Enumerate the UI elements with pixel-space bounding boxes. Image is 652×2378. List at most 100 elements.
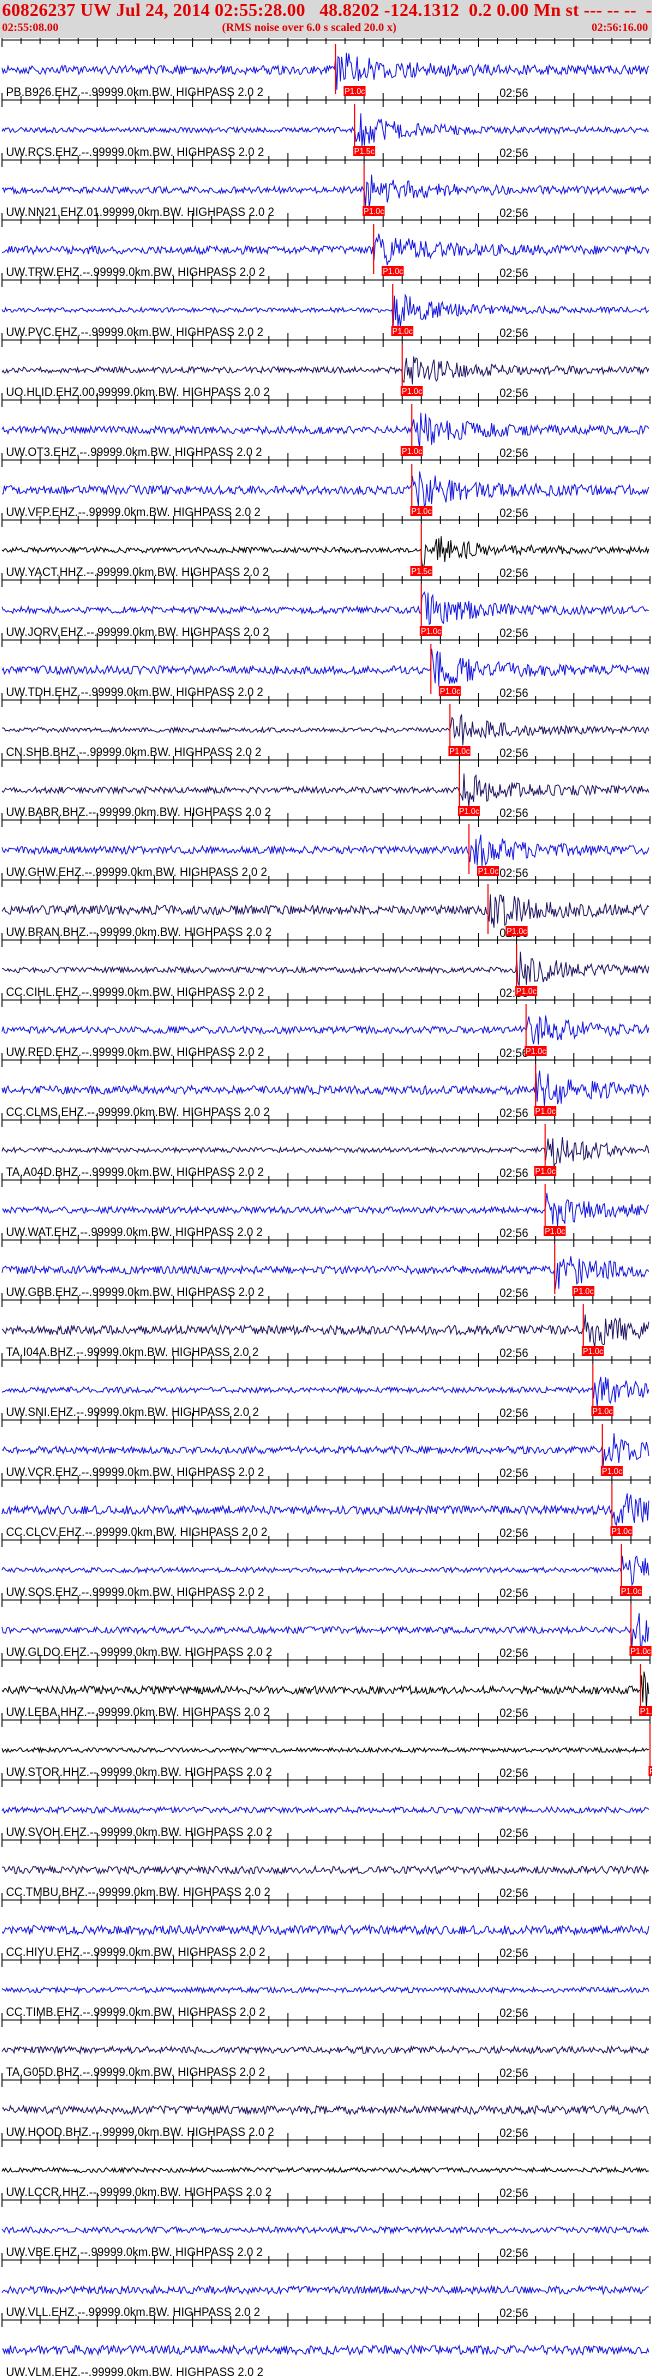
seismogram-trace xyxy=(1,1985,650,1995)
trace-label: TA.I04A.BHZ.--.99999.0km.BW. HIGHPASS 2.… xyxy=(6,1347,259,1359)
seismogram-trace xyxy=(1,1137,650,1167)
pick-label: P1.0c xyxy=(535,1107,555,1116)
seismogram-plot: 02:56 PB.B926.EHZ.--.99999.0km.BW. HIGHPA… xyxy=(1,38,652,2378)
seismogram-trace xyxy=(1,1555,650,1587)
trace-label: TA.G05D.BHZ.--.99999.0km.BW. HIGHPASS 2.… xyxy=(6,2067,265,2079)
seismogram-trace xyxy=(1,2166,649,2174)
pick-label: P1.0c xyxy=(592,1407,612,1416)
pick-flag xyxy=(610,1526,633,1536)
minute-marker-label: 02:56 xyxy=(500,1588,529,1600)
seismogram-trace xyxy=(1,293,650,328)
pick-label: P1.0c xyxy=(392,327,412,336)
pick-label: P1.0c xyxy=(526,1047,546,1056)
trace-label: UW.SNI.EHZ.--.99999.0km.BW. HIGHPASS 2.0… xyxy=(6,1407,259,1419)
minute-marker-label: 02:56 xyxy=(500,2008,529,2020)
event-title: 60826237 UW Jul 24, 2014 02:55:28.00 48.… xyxy=(2,0,652,20)
seismogram-trace xyxy=(2,2344,650,2357)
pick-label: P1.0c xyxy=(421,627,441,636)
trace-label: CC.TIMB.EHZ.--.99999.0km.BW. HIGHPASS 2.… xyxy=(6,2007,265,2019)
trace-label: UW.NN21.EHZ.01.99999.0km.BW. HIGHPASS 2.… xyxy=(6,207,274,219)
seismogram-trace xyxy=(1,648,650,687)
seismogram-trace xyxy=(1,233,650,266)
seismogram-trace xyxy=(1,1192,650,1227)
seismogram-trace xyxy=(1,1671,650,1710)
minute-marker-label: 02:56 xyxy=(500,1948,529,1960)
pick-label: P1.0c xyxy=(621,1587,641,1596)
pick-label: P1.0c xyxy=(383,267,403,276)
trace-label: UW.OT3.EHZ.--.99999.0km.BW. HIGHPASS 2.0… xyxy=(6,447,262,459)
seismogram-trace xyxy=(1,1070,650,1106)
minute-marker-label: 02:56 xyxy=(500,1888,529,1900)
minute-marker-label: 02:56 xyxy=(500,868,529,880)
pick-flag xyxy=(410,506,433,516)
pick-flag xyxy=(600,1466,623,1476)
minute-marker-label: 02:56 xyxy=(500,1048,529,1060)
minute-marker-label: 02:56 xyxy=(500,1828,529,1840)
pick-flag xyxy=(505,926,528,936)
minute-marker-label: 02:56 xyxy=(500,2068,529,2080)
pick-label: P1.0c xyxy=(516,987,536,996)
seismogram-trace xyxy=(1,471,650,508)
noise-note: (RMS noise over 6.0 s scaled 20.0 x) xyxy=(222,22,397,34)
trace-label: UW.WAT.EHZ.--.99999.0km.BW. HIGHPASS 2.0… xyxy=(6,1227,263,1239)
trace-label: UW.SOS.EHZ.--.99999.0km.BW. HIGHPASS 2.0… xyxy=(6,1587,264,1599)
pick-label: P1.0c xyxy=(449,747,469,756)
minute-marker-label: 02:56 xyxy=(500,1108,529,1120)
trace-label: CN.SHB.BHZ.--.99999.0km.BW. HIGHPASS 2.0… xyxy=(6,747,261,759)
pick-flag xyxy=(572,1286,595,1296)
pick-flag xyxy=(477,866,499,876)
end-time: 02:56:16.00 xyxy=(591,22,648,34)
trace-label: UW.STOR.HHZ.--.99999.0km.BW. HIGHPASS 2.… xyxy=(6,1767,272,1779)
trace-label: UW.GBB.EHZ.--.99999.0km.BW. HIGHPASS 2.0… xyxy=(6,1287,264,1299)
pick-flag xyxy=(524,1046,547,1056)
trace-label: UW.LCCR.HHZ.--.99999.0km.BW. HIGHPASS 2.… xyxy=(6,2187,272,2199)
plot-header: 60826237 UW Jul 24, 2014 02:55:28.00 48.… xyxy=(0,0,652,38)
pick-flag xyxy=(457,806,480,816)
trace-label: UW.JORV.EHZ.--.99999.0km.BW. HIGHPASS 2.… xyxy=(6,627,269,639)
trace-label: UW.PVC.EHZ.--.99999.0km.BW. HIGHPASS 2.0… xyxy=(6,327,263,339)
pick-flag xyxy=(410,566,433,576)
seismogram-trace xyxy=(1,412,650,448)
trace-label: UO.HLID.EHZ.00.99999.0km.BW. HIGHPASS 2.… xyxy=(6,387,270,399)
pick-label: P1.0c xyxy=(545,1227,565,1236)
minute-marker-label: 02:56 xyxy=(500,268,529,280)
seismogram-trace xyxy=(1,1923,650,1937)
pick-flag xyxy=(639,1706,652,1716)
pick-flag xyxy=(419,626,442,636)
seismogram-trace xyxy=(1,894,650,928)
minute-marker-label: 02:56 xyxy=(500,2248,529,2260)
pick-flag xyxy=(400,386,423,396)
pick-label: P1.0c xyxy=(640,1707,652,1716)
trace-label: UW.BABR.BHZ.--.99999.0km.BW. HIGHPASS 2.… xyxy=(6,807,271,819)
minute-marker-label: 02:56 xyxy=(500,808,529,820)
pick-label: P1.0c xyxy=(583,1347,603,1356)
minute-marker-label: 02:56 xyxy=(500,148,529,160)
pick-label: P1.0c xyxy=(440,687,460,696)
pick-flag xyxy=(619,1586,642,1596)
minute-marker-label: 02:56 xyxy=(500,1648,529,1660)
seismogram-trace xyxy=(1,1864,650,1876)
trace-label: UW.VCR.EHZ.--.99999.0km.BW. HIGHPASS 2.0… xyxy=(6,1467,264,1479)
seismogram-trace xyxy=(1,52,650,90)
pick-label: P1.5c xyxy=(411,567,431,576)
trace-label: UW.TDH.EHZ.--.99999.0km.BW. HIGHPASS 2.0… xyxy=(6,687,263,699)
minute-marker-label: 02:56 xyxy=(500,2128,529,2140)
minute-marker-label: 02:56 xyxy=(500,568,529,580)
minute-marker-label: 02:56 xyxy=(500,748,529,760)
seismogram-trace xyxy=(1,773,650,807)
pick-label: P1.0c xyxy=(602,1467,622,1476)
trace-label: PB.B926.EHZ.--.99999.0km.BW. HIGHPASS 2.… xyxy=(6,87,263,99)
minute-marker-label: 02:56 xyxy=(500,208,529,220)
minute-marker-label: 02:56 xyxy=(500,1708,529,1720)
minute-marker-label: 02:56 xyxy=(500,1348,529,1360)
trace-label: UW.RED.EHZ.--.99999.0km.BW. HIGHPASS 2.0… xyxy=(6,1047,264,1059)
pick-label: P1.0c xyxy=(630,1647,650,1656)
pick-flag xyxy=(534,1166,557,1176)
seismogram-trace xyxy=(1,1433,650,1466)
seismogram-trace xyxy=(1,174,650,208)
trace-label: CC.CIHL.EHZ.--.99999.0km.BW. HIGHPASS 2.… xyxy=(6,987,264,999)
pick-label: P1.0c xyxy=(402,387,422,396)
pick-label: P1.0c xyxy=(611,1527,631,1536)
pick-label: P1.0c xyxy=(411,507,431,516)
pick-label: P1.0c xyxy=(650,1767,652,1776)
